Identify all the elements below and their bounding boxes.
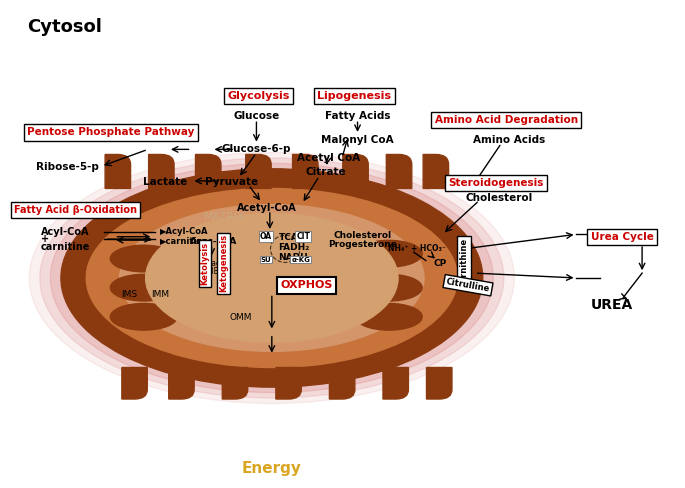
Text: Progesterone: Progesterone (328, 241, 397, 249)
Text: Urea Cycle: Urea Cycle (590, 232, 653, 242)
Text: +: + (41, 234, 49, 244)
Text: OA: OA (260, 232, 272, 241)
Text: UREA: UREA (591, 298, 633, 312)
PathPatch shape (292, 155, 318, 188)
Ellipse shape (61, 169, 483, 387)
PathPatch shape (105, 155, 131, 188)
PathPatch shape (427, 367, 452, 399)
Text: Fatty Acid β-Oxidation: Fatty Acid β-Oxidation (14, 205, 137, 215)
Text: Acyl-CoA: Acyl-CoA (41, 227, 89, 237)
Ellipse shape (356, 304, 422, 330)
Text: Ketogenesis: Ketogenesis (219, 234, 228, 292)
Ellipse shape (120, 204, 424, 351)
Text: Lactate: Lactate (143, 177, 188, 187)
PathPatch shape (342, 155, 369, 188)
PathPatch shape (169, 367, 194, 399)
Text: IMM: IMM (151, 290, 169, 300)
PathPatch shape (329, 367, 355, 399)
Text: Pentose Phosphate Pathway: Pentose Phosphate Pathway (27, 127, 195, 138)
Text: Ribose-5-p: Ribose-5-p (36, 163, 99, 172)
Text: IMS: IMS (121, 290, 137, 300)
Text: Cytosol: Cytosol (27, 19, 102, 37)
Ellipse shape (110, 274, 177, 301)
PathPatch shape (149, 155, 174, 188)
Ellipse shape (356, 274, 422, 301)
Ellipse shape (29, 152, 514, 404)
Text: NADH: NADH (279, 253, 308, 262)
Text: Glycolysis: Glycolysis (227, 91, 290, 101)
PathPatch shape (383, 367, 408, 399)
PathPatch shape (423, 155, 449, 188)
Text: Malonyl CoA: Malonyl CoA (321, 135, 394, 144)
Text: Acac: Acac (203, 259, 221, 268)
Text: Ketolysis: Ketolysis (201, 242, 210, 285)
Text: TCA: TCA (279, 233, 299, 242)
Text: OMM: OMM (229, 313, 251, 322)
Text: Glucose-6-p: Glucose-6-p (222, 144, 291, 154)
PathPatch shape (222, 367, 248, 399)
Ellipse shape (146, 214, 398, 343)
Ellipse shape (110, 304, 177, 330)
Text: Cholesterol: Cholesterol (333, 231, 391, 240)
Text: Amino Acids: Amino Acids (473, 135, 546, 144)
PathPatch shape (195, 155, 221, 188)
Text: Acetyl CoA: Acetyl CoA (297, 153, 360, 163)
Text: Citrulline: Citrulline (445, 277, 490, 293)
Text: βHB: βHB (203, 267, 219, 276)
Text: CIT: CIT (297, 232, 310, 241)
Text: FADH₂: FADH₂ (279, 243, 310, 252)
Ellipse shape (110, 245, 177, 272)
Text: Glucose: Glucose (234, 111, 279, 122)
Ellipse shape (40, 158, 504, 398)
Text: ▶Acyl-CoA: ▶Acyl-CoA (160, 227, 208, 236)
Text: ▶carnitine: ▶carnitine (160, 236, 209, 244)
PathPatch shape (122, 367, 147, 399)
PathPatch shape (386, 155, 412, 188)
Text: carnitine: carnitine (41, 242, 90, 252)
Text: Cholesterol: Cholesterol (466, 193, 533, 203)
Text: Energy: Energy (242, 461, 302, 476)
Ellipse shape (51, 163, 493, 393)
PathPatch shape (246, 155, 271, 188)
Text: Acac-CoA: Acac-CoA (190, 237, 237, 246)
Text: Lipogenesis: Lipogenesis (317, 91, 391, 101)
Text: Fatty Acids: Fatty Acids (325, 111, 390, 122)
Text: CP: CP (434, 259, 447, 268)
Text: NH₄⁺ + HCO₃⁻: NH₄⁺ + HCO₃⁻ (388, 244, 446, 253)
Text: Steroidogenesis: Steroidogenesis (449, 178, 544, 188)
Text: Citrate: Citrate (306, 167, 347, 177)
Text: MATRIX: MATRIX (204, 212, 246, 223)
Ellipse shape (86, 188, 458, 367)
Text: Acetyl-CoA: Acetyl-CoA (237, 203, 297, 213)
Text: α-KG: α-KG (291, 257, 310, 263)
Text: OXPHOS: OXPHOS (280, 280, 333, 290)
Text: Amino Acid Degradation: Amino Acid Degradation (434, 115, 577, 125)
Ellipse shape (356, 241, 422, 267)
Text: Pyruvate: Pyruvate (205, 177, 258, 187)
Text: Ornithine: Ornithine (460, 238, 469, 283)
PathPatch shape (276, 367, 301, 399)
Text: SU: SU (260, 257, 271, 263)
